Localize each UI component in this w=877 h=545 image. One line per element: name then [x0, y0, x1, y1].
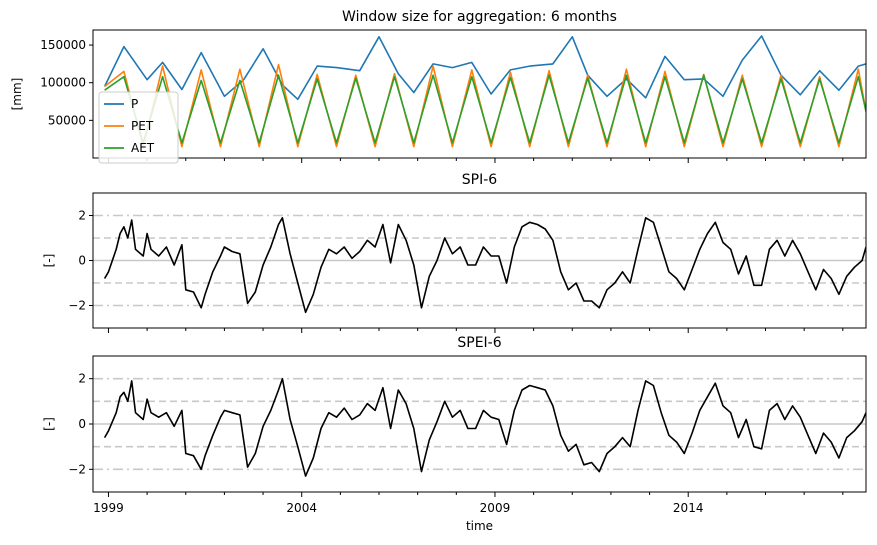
panel-title: SPI-6	[462, 172, 498, 188]
panel-title: Window size for aggregation: 6 months	[342, 9, 617, 25]
series-line-pet	[104, 63, 866, 148]
series-line-p	[103, 35, 866, 101]
y-axis-label: [-]	[42, 417, 56, 431]
x-tick-label: 2009	[480, 501, 511, 515]
panel-1: 50000 100000 150000 Window size for aggrega…	[10, 9, 867, 164]
y-tick-label: 0	[78, 417, 86, 431]
legend-box	[98, 91, 179, 164]
y-tick-label: −2	[68, 299, 86, 313]
y-tick-label: 100000	[40, 76, 86, 90]
series-line	[103, 377, 866, 477]
y-axis-label: [-]	[42, 254, 56, 268]
x-tick-label: 2004	[286, 501, 317, 515]
plot-frame	[92, 29, 867, 159]
panel-3: −2 0 2 SPEI-6 [-] 1999 2004 2009 2014 time	[42, 335, 867, 533]
x-tick-label: 1999	[93, 501, 124, 515]
y-tick-label: −2	[68, 462, 86, 476]
y-tick-label: 0	[78, 254, 86, 268]
y-tick-label: 50000	[48, 113, 86, 127]
y-axis-label: [mm]	[10, 78, 24, 111]
legend-label-pet: PET	[131, 119, 154, 133]
series-line-aet	[104, 74, 866, 144]
legend-label-aet: AET	[131, 141, 155, 155]
x-tick-label: 2014	[673, 501, 704, 515]
x-axis-label: time	[466, 519, 493, 533]
legend-label-p: P	[131, 97, 138, 111]
y-tick-label: 150000	[40, 38, 86, 52]
y-tick-label: 2	[78, 209, 86, 223]
legend: P PET AET	[98, 91, 179, 164]
panel-title: SPEI-6	[457, 335, 501, 351]
panel-2: −2 0 2 SPI-6 [-]	[42, 172, 867, 333]
y-tick-label: 2	[78, 372, 86, 386]
series-line	[103, 217, 866, 314]
